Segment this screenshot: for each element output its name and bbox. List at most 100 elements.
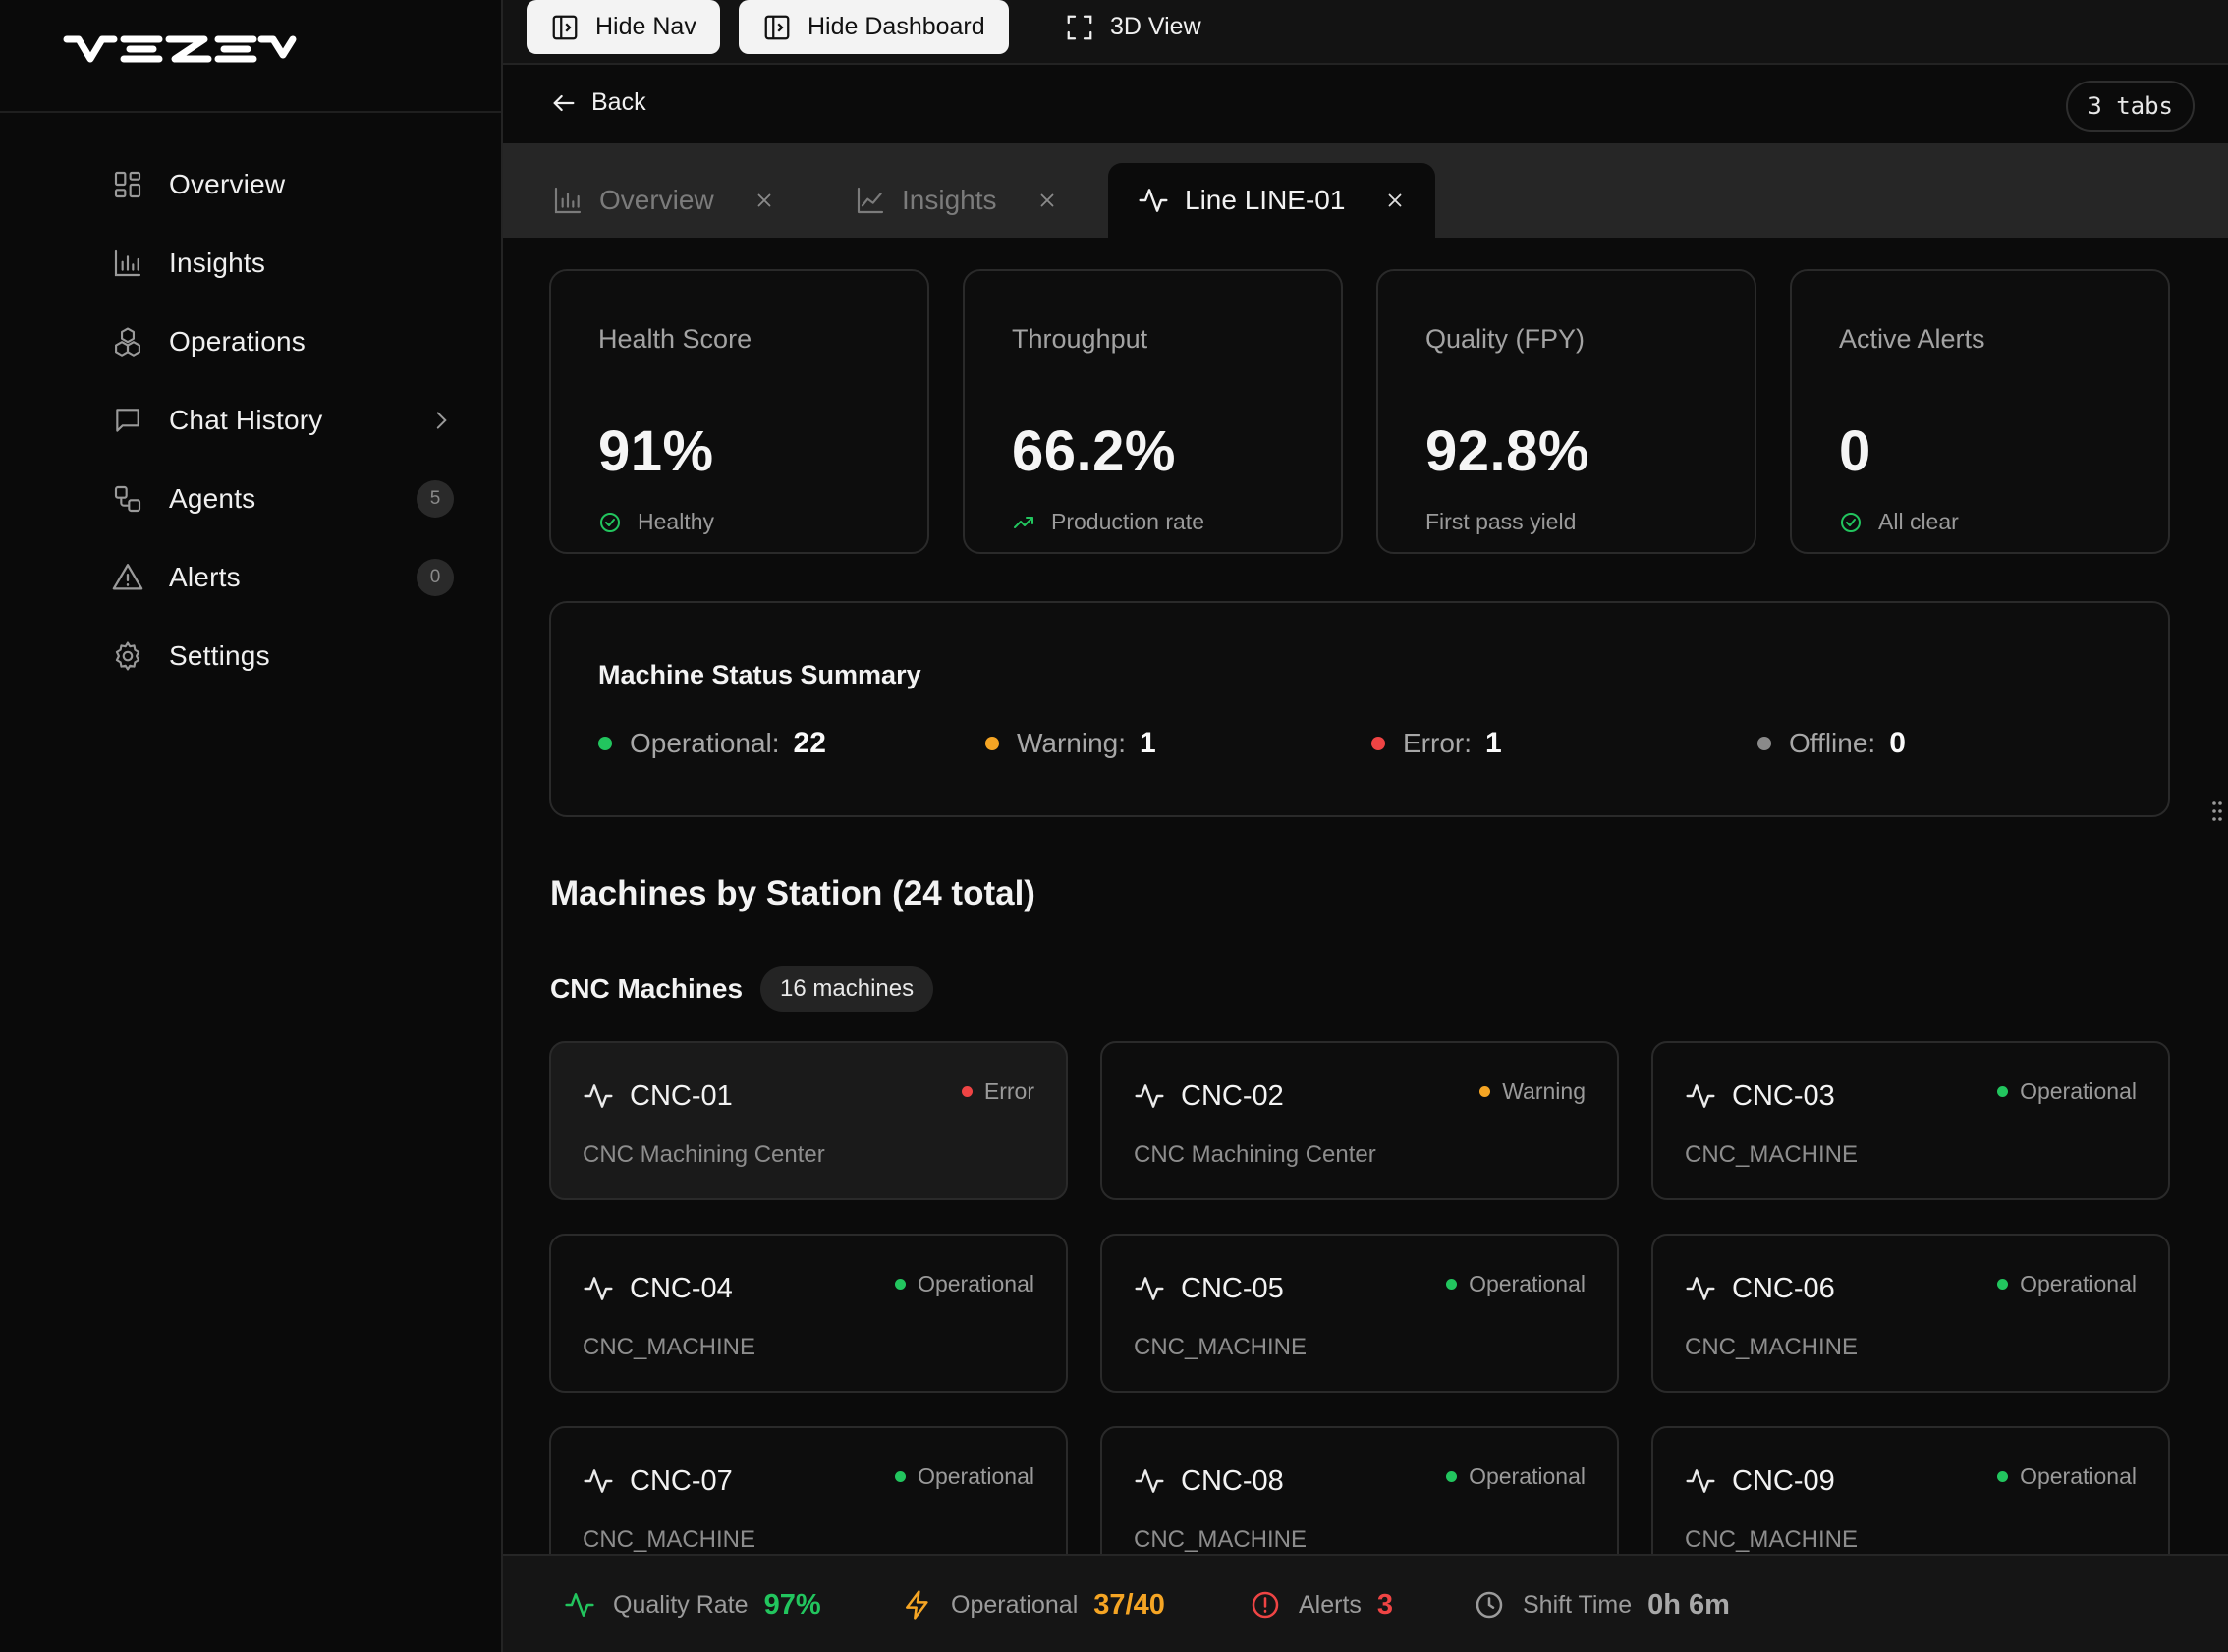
machine-type: CNC Machining Center xyxy=(583,1141,825,1168)
activity-icon xyxy=(1135,1469,1164,1493)
machine-card-cnc-05[interactable]: CNC-05 Operational CNC_MACHINE xyxy=(1100,1234,1619,1393)
machine-name: CNC-04 xyxy=(630,1273,733,1304)
check-circle-icon xyxy=(1841,512,1861,532)
machine-name: CNC-05 xyxy=(1181,1273,1284,1304)
status-value: 1 xyxy=(1485,727,1502,759)
gear-icon xyxy=(110,638,145,674)
machine-type: CNC_MACHINE xyxy=(1685,1526,1859,1553)
machine-status-text: Operational xyxy=(2020,1271,2137,1296)
machine-status: Operational xyxy=(1446,1463,1586,1490)
sidebar-item-label: Agents xyxy=(169,483,256,514)
machine-name: CNC-09 xyxy=(1732,1465,1835,1497)
sidebar-item-agents[interactable]: Agents 5 xyxy=(110,460,454,538)
alerts-count-badge: 0 xyxy=(417,559,454,596)
station-group-title: CNC Machines xyxy=(550,973,744,1004)
machine-type: CNC Machining Center xyxy=(1134,1141,1376,1168)
footer-label: Operational xyxy=(951,1590,1079,1619)
metric-title: Quality (FPY) xyxy=(1425,324,1586,354)
tab-insights[interactable]: Insights xyxy=(855,163,1058,238)
main-content: Health Score 91% Healthy Throughput 66.2… xyxy=(503,238,2228,1554)
machine-status: Error xyxy=(961,1078,1034,1105)
metric-subtitle-text: All clear xyxy=(1878,509,1959,534)
footer-value: 3 xyxy=(1376,1588,1394,1621)
warning-triangle-icon xyxy=(110,560,145,595)
sidebar-nav: Overview Insights Operations Chat Histor… xyxy=(110,145,454,695)
footer-label: Shift Time xyxy=(1523,1590,1633,1619)
machine-name: CNC-07 xyxy=(630,1465,733,1497)
metric-value: 92.8% xyxy=(1425,419,1589,483)
machine-status: Operational xyxy=(895,1463,1034,1490)
machine-card-cnc-02[interactable]: CNC-02 Warning CNC Machining Center xyxy=(1100,1041,1619,1200)
drag-handle-icon[interactable] xyxy=(2210,798,2224,825)
metric-title: Health Score xyxy=(598,324,752,354)
machine-card-cnc-06[interactable]: CNC-06 Operational CNC_MACHINE xyxy=(1651,1234,2170,1393)
machine-card-cnc-01[interactable]: CNC-01 Error CNC Machining Center xyxy=(549,1041,1068,1200)
sidebar-item-alerts[interactable]: Alerts 0 xyxy=(110,538,454,617)
sidebar-item-overview[interactable]: Overview xyxy=(110,145,454,224)
tab-line-line-01[interactable]: Line LINE-01 xyxy=(1108,163,1436,238)
status-dot xyxy=(895,1471,907,1482)
activity-icon xyxy=(1135,1084,1164,1108)
machine-card-cnc-07[interactable]: CNC-07 Operational CNC_MACHINE xyxy=(549,1426,1068,1554)
machine-card-cnc-03[interactable]: CNC-03 Operational CNC_MACHINE xyxy=(1651,1041,2170,1200)
tabs-count-badge[interactable]: 3 tabs xyxy=(2066,81,2195,132)
machine-status: Warning xyxy=(1479,1078,1586,1105)
hide-dashboard-label: Hide Dashboard xyxy=(808,13,985,40)
metric-subtitle-text: Production rate xyxy=(1051,509,1204,534)
machine-name: CNC-06 xyxy=(1732,1273,1835,1304)
hide-dashboard-button[interactable]: Hide Dashboard xyxy=(739,0,1009,54)
message-square-icon xyxy=(110,403,145,438)
tab-strip: Overview Insights Line LINE-01 xyxy=(503,143,2228,238)
status-operational: Operational: 22 xyxy=(598,727,826,760)
status-value: 0 xyxy=(1889,727,1906,759)
machine-card-cnc-09[interactable]: CNC-09 Operational CNC_MACHINE xyxy=(1651,1426,2170,1554)
3d-view-button[interactable]: 3D View xyxy=(1041,0,1225,54)
sidebar-item-settings[interactable]: Settings xyxy=(110,617,454,695)
chevron-right-icon[interactable] xyxy=(428,408,454,433)
back-button[interactable]: Back xyxy=(550,88,646,117)
sidebar-item-label: Operations xyxy=(169,326,306,357)
status-value: 1 xyxy=(1140,727,1156,759)
machine-card-cnc-08[interactable]: CNC-08 Operational CNC_MACHINE xyxy=(1100,1426,1619,1554)
status-value: 22 xyxy=(793,727,826,759)
arrow-left-icon xyxy=(553,94,575,111)
machine-type: CNC_MACHINE xyxy=(583,1526,756,1553)
sidebar: Overview Insights Operations Chat Histor… xyxy=(0,0,503,1652)
metric-card-health-score: Health Score 91% Healthy xyxy=(549,269,929,554)
metric-subtitle: Production rate xyxy=(1012,509,1204,535)
machine-status-text: Warning xyxy=(1502,1078,1586,1104)
metric-subtitle-text: First pass yield xyxy=(1425,509,1577,534)
status-offline: Offline: 0 xyxy=(1757,727,1906,760)
machine-status-text: Operational xyxy=(2020,1078,2137,1104)
sidebar-item-insights[interactable]: Insights xyxy=(110,224,454,303)
metric-card-throughput: Throughput 66.2% Production rate xyxy=(963,269,1343,554)
machine-card-cnc-04[interactable]: CNC-04 Operational CNC_MACHINE xyxy=(549,1234,1068,1393)
hide-nav-label: Hide Nav xyxy=(595,13,696,40)
sidebar-item-chat-history[interactable]: Chat History xyxy=(110,381,454,460)
activity-icon xyxy=(1135,1277,1164,1300)
tab-label: Overview xyxy=(599,185,714,215)
status-dot xyxy=(1997,1471,2009,1482)
metric-subtitle: Healthy xyxy=(598,509,714,535)
close-icon[interactable] xyxy=(753,190,775,211)
activity-icon xyxy=(1686,1277,1715,1300)
machine-status-text: Error xyxy=(983,1078,1034,1104)
status-warning: Warning: 1 xyxy=(985,727,1156,760)
agents-count-badge: 5 xyxy=(417,480,454,518)
brand-logo[interactable] xyxy=(61,29,301,69)
tab-overview[interactable]: Overview xyxy=(552,163,775,238)
clock-icon xyxy=(1476,1591,1503,1619)
machine-type: CNC_MACHINE xyxy=(1134,1526,1308,1553)
close-icon[interactable] xyxy=(1036,190,1058,211)
footer-value: 0h 6m xyxy=(1647,1588,1730,1621)
hide-nav-button[interactable]: Hide Nav xyxy=(527,0,720,54)
sidebar-item-operations[interactable]: Operations xyxy=(110,303,454,381)
activity-icon xyxy=(1686,1469,1715,1493)
activity-icon xyxy=(584,1469,613,1493)
activity-icon xyxy=(584,1084,613,1108)
machine-type: CNC_MACHINE xyxy=(1134,1334,1308,1360)
machine-status-text: Operational xyxy=(2020,1463,2137,1489)
machine-status: Operational xyxy=(1997,1078,2137,1105)
close-icon[interactable] xyxy=(1384,190,1406,211)
machine-name: CNC-02 xyxy=(1181,1080,1284,1112)
